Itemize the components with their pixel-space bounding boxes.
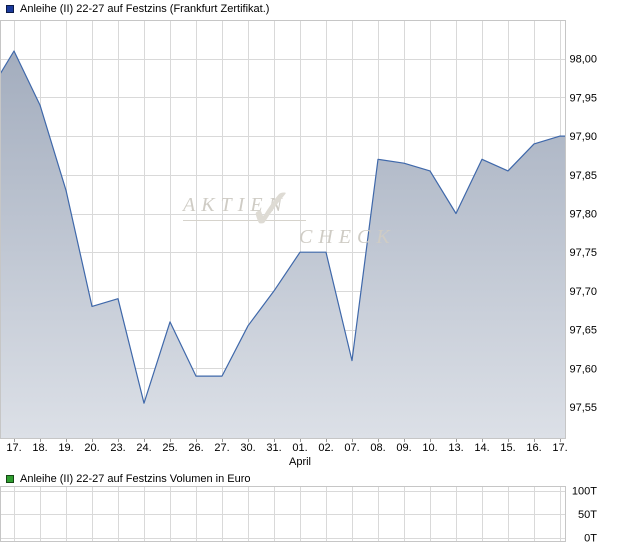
svg-text:16.: 16. — [526, 442, 541, 454]
svg-text:09.: 09. — [396, 442, 411, 454]
svg-text:50T: 50T — [578, 509, 597, 521]
svg-text:April: April — [289, 456, 311, 468]
svg-text:14.: 14. — [474, 442, 489, 454]
axis-labels: 17. 18. 19. 20. 23. 24. 25. 26. 27. 30. 31. 01. 02. 0… — [6, 54, 597, 545]
price-chart-title: Anleihe (II) 22-27 auf Festzins (Frankfu… — [6, 3, 269, 15]
svg-text:13.: 13. — [448, 442, 463, 454]
svg-text:0T: 0T — [584, 533, 597, 545]
svg-text:18.: 18. — [32, 442, 47, 454]
svg-text:98,00: 98,00 — [569, 54, 597, 66]
svg-text:97,55: 97,55 — [569, 402, 597, 414]
svg-text:02.: 02. — [318, 442, 333, 454]
svg-text:97,75: 97,75 — [569, 247, 597, 259]
svg-text:01.: 01. — [292, 442, 307, 454]
svg-text:25.: 25. — [162, 442, 177, 454]
svg-text:08.: 08. — [370, 442, 385, 454]
volume-chart-title: Anleihe (II) 22-27 auf Festzins Volumen … — [6, 473, 251, 485]
svg-text:97,65: 97,65 — [569, 325, 597, 337]
svg-text:97,95: 97,95 — [569, 92, 597, 104]
price-line — [0, 50, 565, 404]
volume-chart-title-text: Anleihe (II) 22-27 auf Festzins Volumen … — [20, 473, 251, 485]
plot-borders — [0, 20, 566, 542]
svg-text:24.: 24. — [136, 442, 151, 454]
svg-text:97,90: 97,90 — [569, 131, 597, 143]
svg-text:15.: 15. — [500, 442, 515, 454]
price-chart-title-text: Anleihe (II) 22-27 auf Festzins (Frankfu… — [20, 3, 270, 15]
svg-text:17.: 17. — [6, 442, 21, 454]
svg-text:07.: 07. — [344, 442, 359, 454]
svg-text:31.: 31. — [266, 442, 281, 454]
svg-text:26.: 26. — [188, 442, 203, 454]
svg-text:10.: 10. — [422, 442, 437, 454]
svg-text:17.: 17. — [552, 442, 567, 454]
svg-text:97,85: 97,85 — [569, 170, 597, 182]
svg-text:23.: 23. — [110, 442, 125, 454]
svg-text:27.: 27. — [214, 442, 229, 454]
svg-text:97,60: 97,60 — [569, 363, 597, 375]
price-area — [0, 51, 565, 438]
volume-legend-swatch — [6, 475, 14, 483]
svg-text:30.: 30. — [240, 442, 255, 454]
price-legend-swatch — [6, 5, 14, 13]
svg-text:97,80: 97,80 — [569, 209, 597, 221]
svg-text:100T: 100T — [572, 486, 597, 498]
svg-text:20.: 20. — [84, 442, 99, 454]
x-axis-ticks — [14, 439, 561, 442]
svg-text:19.: 19. — [58, 442, 73, 454]
svg-text:97,70: 97,70 — [569, 286, 597, 298]
